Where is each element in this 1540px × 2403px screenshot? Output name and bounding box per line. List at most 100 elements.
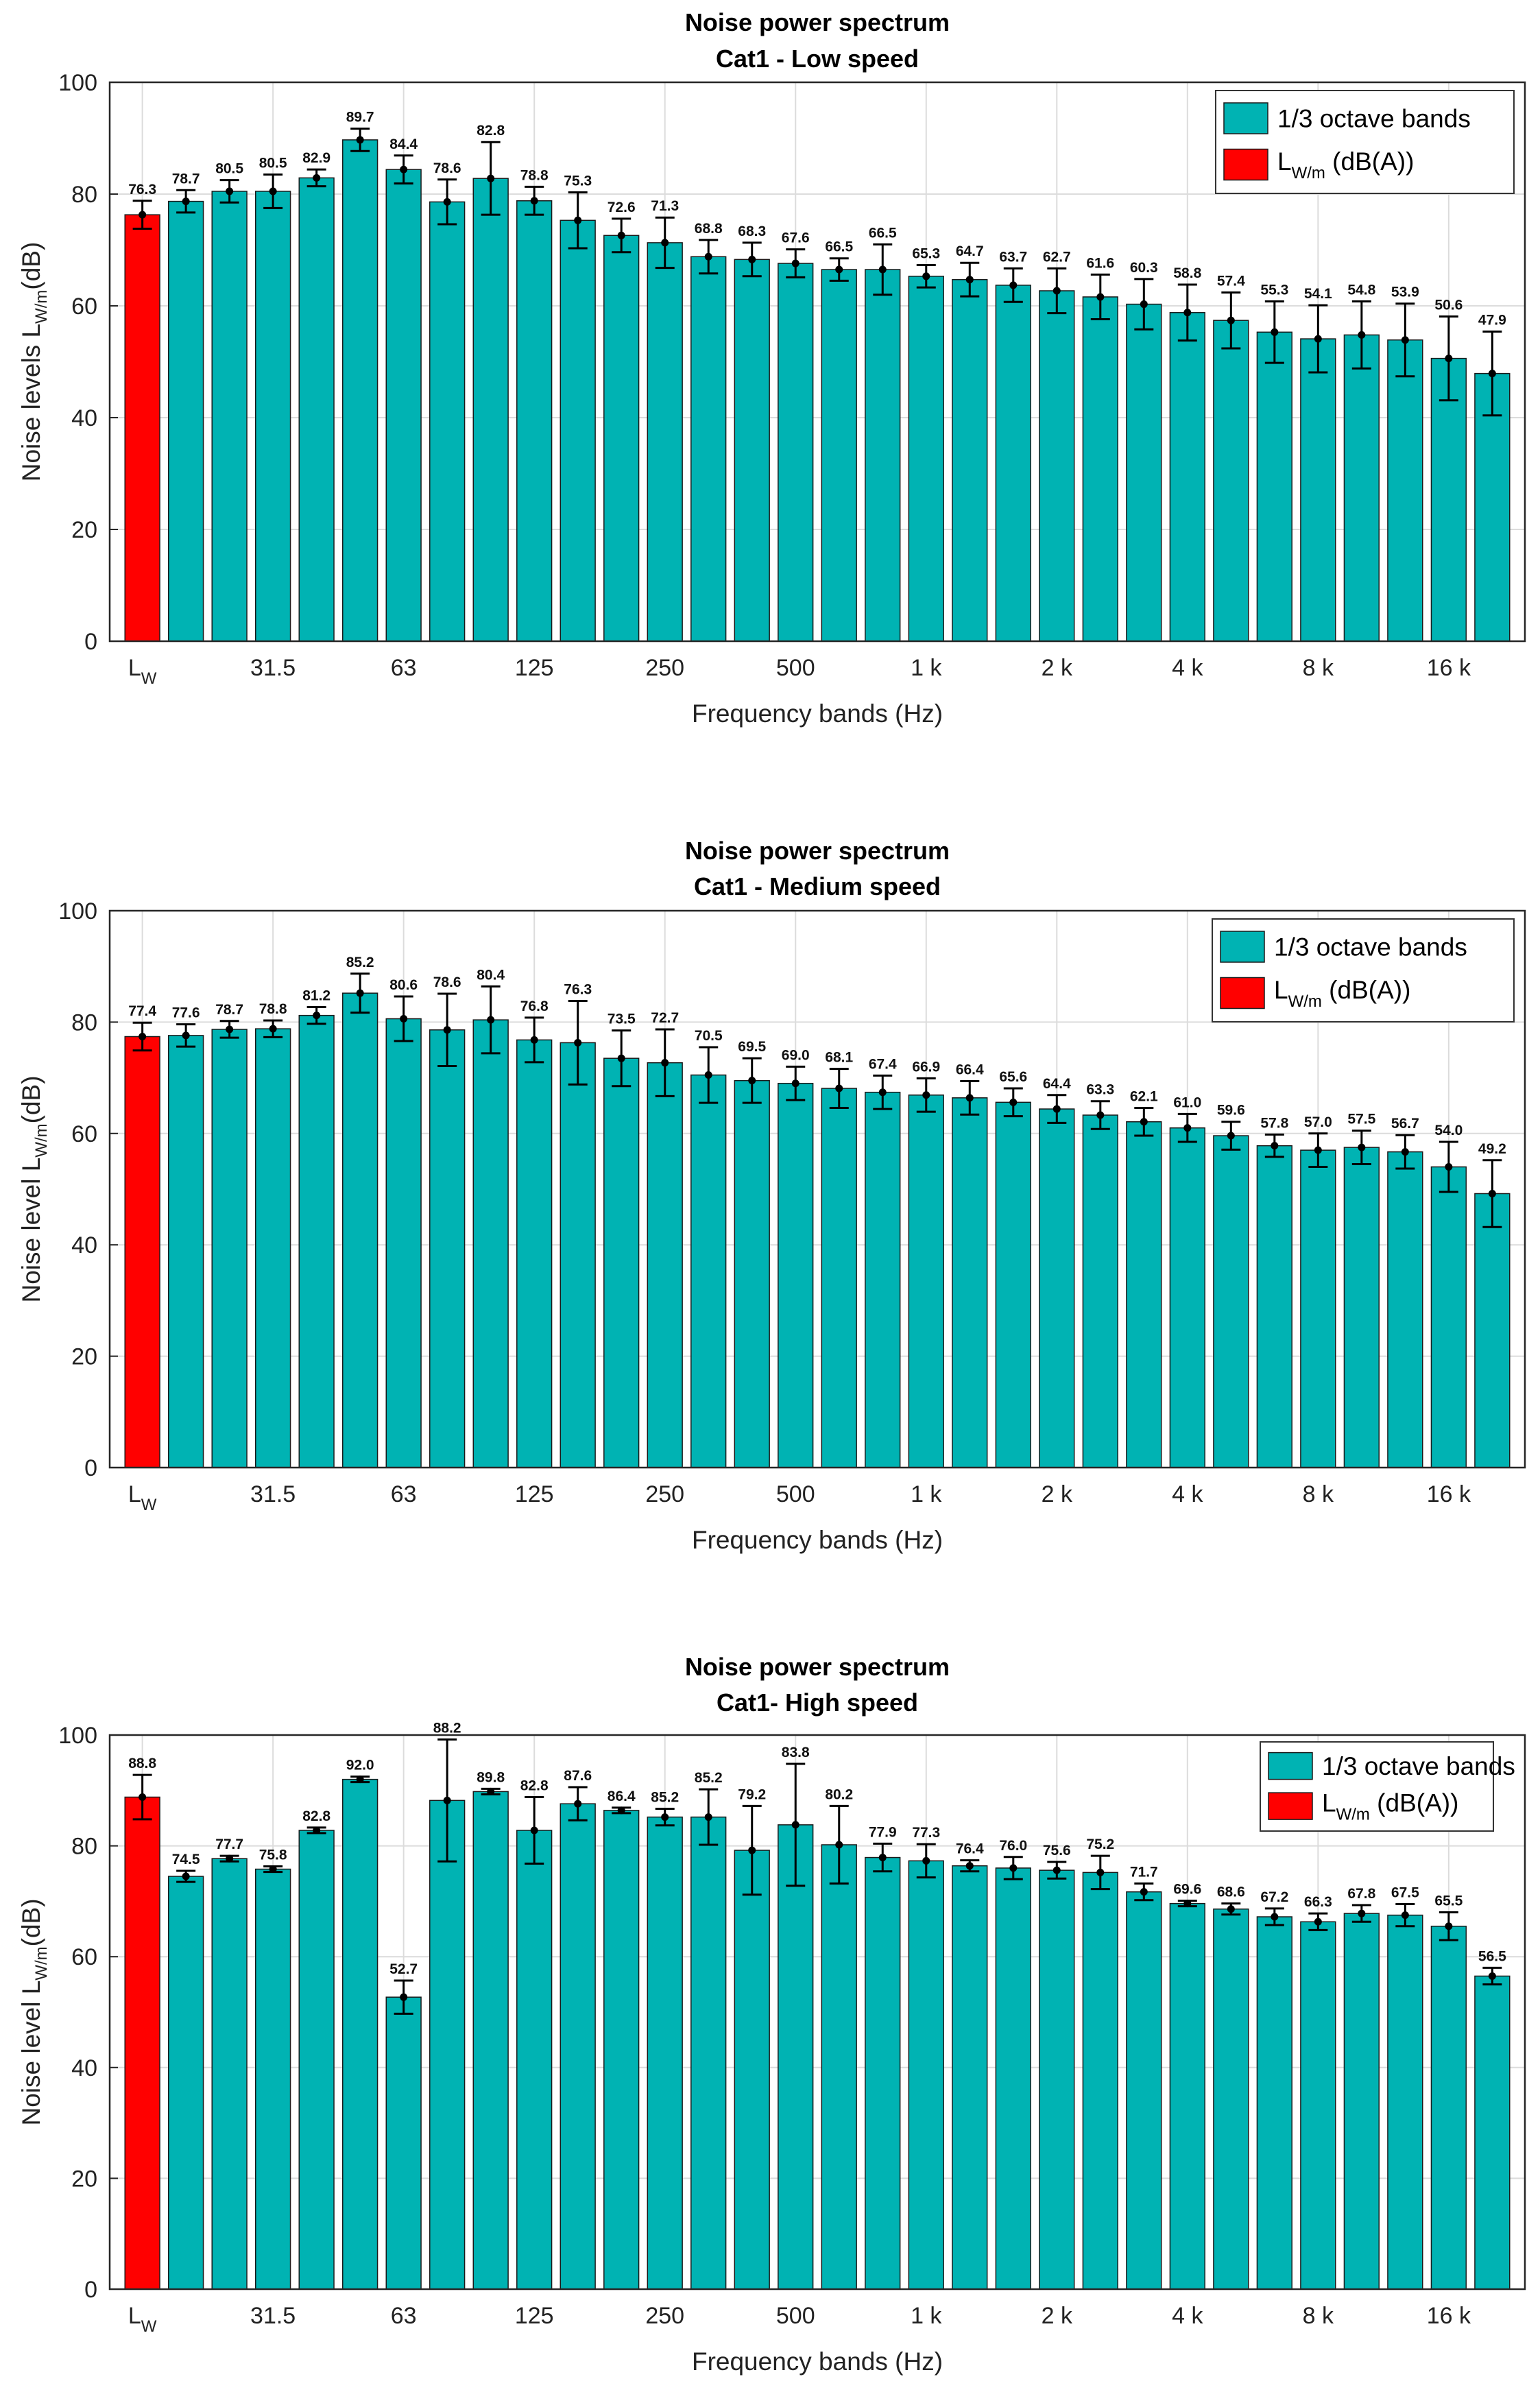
bar-band <box>1082 1114 1118 1468</box>
bar-band <box>255 1868 291 2290</box>
bar-band <box>211 1858 248 2290</box>
mean-marker <box>1052 1105 1061 1113</box>
x-tick-label: 31.5 <box>250 2303 296 2329</box>
bar-band <box>1474 1193 1511 1468</box>
data-label: 64.4 <box>1043 1076 1071 1092</box>
bar-band <box>342 1778 378 2290</box>
mean-marker <box>1358 1909 1366 1917</box>
mean-marker <box>443 1026 451 1034</box>
mean-marker <box>574 1800 582 1808</box>
bar-band <box>1343 1913 1380 2290</box>
bar-band <box>1387 1151 1423 1468</box>
x-tick-label: 4 k <box>1172 655 1203 681</box>
bar-band <box>298 1830 335 2290</box>
x-tick-label: 500 <box>776 2303 815 2329</box>
bar-band <box>821 269 857 642</box>
bar-band <box>1430 1166 1467 1468</box>
bar-band <box>734 1079 770 1468</box>
data-label: 69.5 <box>738 1039 766 1055</box>
mean-marker <box>704 1071 712 1079</box>
bar-band <box>342 992 378 1468</box>
mean-marker <box>748 255 756 263</box>
mean-marker <box>1052 1866 1061 1874</box>
data-label: 68.6 <box>1217 1885 1245 1900</box>
mean-marker <box>1009 1098 1018 1106</box>
mean-marker <box>1096 1868 1105 1876</box>
x-tick-label: 63 <box>391 655 417 681</box>
x-tick-label: 4 k <box>1172 1481 1203 1507</box>
bar-band <box>995 1101 1031 1468</box>
data-label: 76.8 <box>520 999 549 1014</box>
legend: 1/3 octave bands LW/m (dB(A)) <box>1215 90 1515 194</box>
data-label: 54.8 <box>1347 282 1375 298</box>
data-label: 80.5 <box>259 155 287 171</box>
bar-band <box>821 1088 857 1468</box>
data-label: 67.2 <box>1260 1889 1288 1905</box>
y-tick-label: 0 <box>84 1455 97 1481</box>
mean-marker <box>661 1059 669 1067</box>
mean-marker <box>1227 316 1235 324</box>
mean-marker <box>1358 1143 1366 1151</box>
mean-marker <box>139 1033 147 1041</box>
data-label: 85.2 <box>695 1770 723 1786</box>
y-axis-label: Noise level LW/m(dB) <box>17 1898 51 2125</box>
bar-band <box>1256 331 1292 642</box>
data-label: 88.8 <box>128 1756 156 1771</box>
x-tick-label: 16 k <box>1427 2303 1471 2329</box>
data-label: 73.5 <box>607 1012 636 1027</box>
x-axis-label: Frequency bands (Hz) <box>692 1526 943 1554</box>
data-label: 85.2 <box>346 955 374 970</box>
data-label: 54.1 <box>1304 286 1332 302</box>
data-label: 57.5 <box>1347 1112 1375 1127</box>
mean-marker <box>1140 1888 1148 1896</box>
legend-label-level: LW/m (dB(A)) <box>1277 147 1414 182</box>
data-label: 75.6 <box>1043 1843 1071 1858</box>
y-tick-label: 0 <box>84 2277 97 2303</box>
y-tick-label: 20 <box>71 1344 97 1370</box>
chart-subtitle: Cat1 - Low speed <box>716 45 919 73</box>
data-label: 54.0 <box>1434 1123 1463 1138</box>
bar-band <box>865 269 901 642</box>
axes-frame <box>108 1734 1526 2291</box>
data-label: 67.6 <box>782 230 810 246</box>
data-label: 58.8 <box>1173 265 1201 281</box>
bar-band <box>342 139 378 642</box>
bar-band <box>385 1996 422 2290</box>
data-label: 57.0 <box>1304 1114 1332 1130</box>
legend-label-bands: 1/3 octave bands <box>1277 105 1471 133</box>
mean-marker <box>878 1854 887 1862</box>
mean-marker <box>965 1094 974 1102</box>
mean-marker <box>313 1826 321 1834</box>
mean-marker <box>1227 1132 1235 1140</box>
bar-band <box>385 1018 422 1468</box>
bar-band <box>778 1824 814 2290</box>
data-label: 63.3 <box>1086 1082 1114 1098</box>
x-tick-label: 8 k <box>1303 655 1334 681</box>
mean-marker <box>400 1015 408 1023</box>
mean-marker <box>1227 1905 1235 1913</box>
data-label: 76.3 <box>128 182 156 198</box>
mean-marker <box>791 259 799 267</box>
mean-marker <box>1183 1124 1192 1132</box>
bar-band <box>908 1095 944 1468</box>
chart-subtitle: Cat1- High speed <box>717 1688 918 1717</box>
bar-band <box>734 259 770 642</box>
bar-band <box>1256 1916 1292 2290</box>
mean-marker <box>487 174 495 182</box>
mean-marker <box>269 1865 277 1874</box>
data-label: 76.4 <box>956 1841 984 1857</box>
mean-marker <box>617 1054 625 1062</box>
mean-marker <box>1401 336 1409 344</box>
data-label: 78.6 <box>433 160 461 176</box>
bar-band <box>1213 1135 1249 1468</box>
bar-lw <box>124 1036 160 1468</box>
x-tick-label: 250 <box>645 2303 684 2329</box>
mean-marker <box>182 1031 190 1040</box>
chart-subtitle: Cat1 - Medium speed <box>694 872 941 900</box>
bar-band <box>472 1019 509 1468</box>
data-label: 57.8 <box>1260 1115 1288 1131</box>
data-label: 78.8 <box>520 167 549 183</box>
data-label: 66.3 <box>1304 1894 1332 1910</box>
mean-marker <box>791 1821 799 1829</box>
legend-label-level: LW/m (dB(A)) <box>1322 1789 1458 1824</box>
